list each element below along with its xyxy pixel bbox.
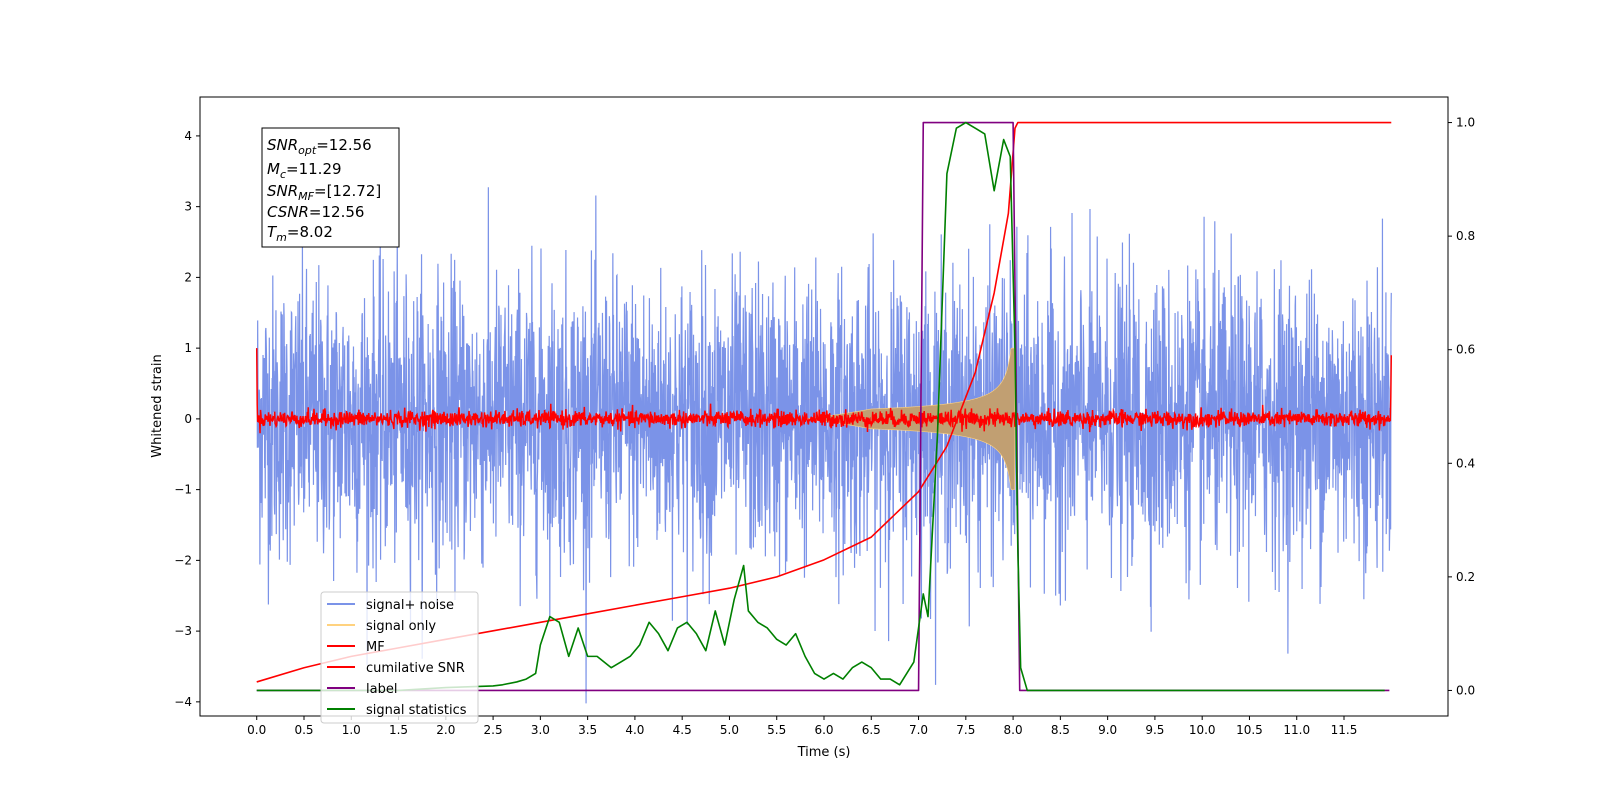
x-tick-label: 9.0	[1098, 723, 1117, 737]
x-tick-label: 1.0	[342, 723, 361, 737]
info-tm: Tm=8.02	[267, 223, 333, 244]
info-mc: Mc=11.29	[267, 160, 342, 181]
y-tick-label: −3	[174, 624, 192, 638]
y-tick-label: −4	[174, 695, 192, 709]
y-tick-label: 1	[184, 341, 192, 355]
legend-label-signal-noise: signal+ noise	[366, 598, 454, 613]
x-tick-label: 2.5	[484, 723, 503, 737]
series-signal-statistics	[256, 121, 1385, 692]
x-axis: 0.0 0.5 1.0 1.5 2.0 2.5 3.0 3.5 4.0 4.5 5.0 5.5 6.0 6…	[247, 716, 1357, 737]
info-box-frame	[261, 127, 400, 248]
legend-entry-cumilative-snr: cumilative SNR	[327, 661, 465, 676]
x-tick-label: 1.5	[389, 723, 408, 737]
y-tick-label: 0	[184, 412, 192, 426]
x-tick-label: 4.0	[625, 723, 644, 737]
x-tick-label: 0.0	[247, 723, 266, 737]
x-tick-label: 11.0	[1283, 723, 1310, 737]
y-axis-label: Whitened strain	[150, 354, 165, 457]
x-tick-label: 4.5	[673, 723, 692, 737]
y2-tick-label: 0.4	[1456, 456, 1475, 470]
series-mf	[255, 348, 1393, 434]
x-tick-label: 0.5	[294, 723, 313, 737]
legend-entry-signal-only: signal only	[327, 619, 436, 634]
y-tick-label: 4	[184, 129, 192, 143]
y-axis-right: 0.0 0.2 0.4 0.6 0.8 1.0	[1448, 116, 1475, 697]
x-tick-label: 6.5	[862, 723, 881, 737]
legend-label-label: label	[366, 682, 397, 697]
x-tick-label: 10.5	[1236, 723, 1263, 737]
legend-entry-label: label	[327, 682, 397, 697]
legend-label-cumilative-snr: cumilative SNR	[366, 661, 465, 676]
info-snr-opt: SNRopt=12.56	[267, 136, 372, 157]
y-axis-left: −4 −3 −2 −1 0 1 2 3 4	[174, 129, 200, 709]
x-tick-label: 11.5	[1331, 723, 1358, 737]
legend-label-mf: MF	[366, 640, 385, 655]
y-tick-label: −1	[174, 483, 192, 497]
legend-label-signal-only: signal only	[366, 619, 436, 634]
y2-tick-label: 0.8	[1456, 229, 1475, 243]
plot-content	[255, 121, 1393, 704]
y-tick-label: 2	[184, 270, 192, 284]
legend: signal+ noise signal only MF cumilative …	[320, 591, 479, 724]
legend-entry-mf: MF	[327, 640, 385, 655]
y-tick-label: −2	[174, 553, 192, 567]
y2-tick-label: 1.0	[1456, 116, 1475, 130]
y-tick-label: 3	[184, 200, 192, 214]
x-tick-label: 7.5	[956, 723, 975, 737]
y2-tick-label: 0.2	[1456, 570, 1475, 584]
y2-tick-label: 0.6	[1456, 343, 1475, 357]
legend-entry-signal-statistics: signal statistics	[327, 703, 467, 718]
x-tick-label: 10.0	[1189, 723, 1216, 737]
info-box: SNRopt=12.56 Mc=11.29 SNRMF=[12.72] CSNR…	[261, 127, 400, 248]
x-tick-label: 5.0	[720, 723, 739, 737]
series-signal-noise	[256, 187, 1392, 704]
x-tick-label: 3.5	[578, 723, 597, 737]
x-tick-label: 5.5	[767, 723, 786, 737]
x-tick-label: 8.0	[1004, 723, 1023, 737]
legend-frame	[320, 591, 479, 724]
x-tick-label: 8.5	[1051, 723, 1070, 737]
legend-entry-signal-noise: signal+ noise	[327, 598, 454, 613]
x-tick-label: 6.0	[814, 723, 833, 737]
y2-tick-label: 0.0	[1456, 683, 1475, 697]
x-axis-label: Time (s)	[797, 745, 851, 760]
x-tick-label: 2.0	[436, 723, 455, 737]
info-csnr: CSNR=12.56	[267, 203, 364, 221]
x-tick-label: 7.0	[909, 723, 928, 737]
x-tick-label: 3.0	[531, 723, 550, 737]
legend-label-signal-statistics: signal statistics	[366, 703, 467, 718]
x-tick-label: 9.5	[1145, 723, 1164, 737]
info-snr-mf: SNRMF=[12.72]	[267, 182, 381, 203]
